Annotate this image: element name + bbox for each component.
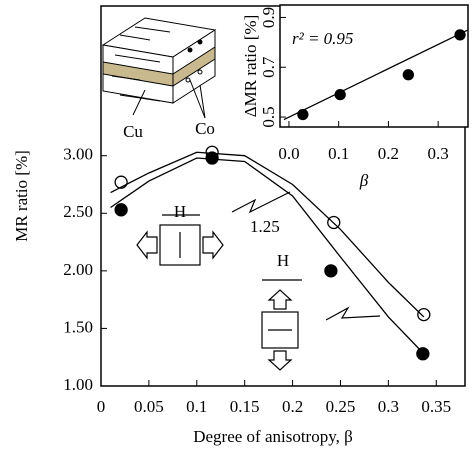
fit-line [110,157,425,355]
y-tick-label: 1.00 [63,375,93,394]
y-tick-label: 0.5 [259,106,278,127]
data-point [417,307,431,322]
y-tick-label: 0.7 [259,56,278,78]
data-point [416,347,430,361]
x-tick-label: 0.1 [186,397,207,416]
x-axis-label: β [359,171,369,190]
x-tick-label: 0.2 [378,144,399,163]
fit-line [110,151,425,318]
x-tick-label: 0.2 [282,397,303,416]
annotation: Cu [123,122,143,141]
y-tick-label: 2.00 [63,260,93,279]
y-tick-label: 0.9 [259,7,278,28]
x-tick-label: 0.3 [428,144,449,163]
y-tick-label: 1.50 [63,317,93,336]
plot-frame [279,4,469,128]
annotation: H [174,202,186,221]
annotation: r² = 0.95 [292,29,353,48]
x-tick-label: 0.25 [326,397,356,416]
annotation: 1.25 [250,217,280,236]
data-point [114,203,128,217]
x-tick-label: 0.15 [230,397,260,416]
annotation: H [277,251,289,270]
y-axis-label: ΔMR ratio [%] [241,15,260,118]
y-axis-label: MR ratio [%] [12,150,31,242]
x-tick-label: 0 [97,397,106,416]
y-tick-label: 3.00 [63,145,93,164]
x-tick-label: 0.3 [378,397,399,416]
data-point [324,264,338,278]
data-point [205,151,219,165]
x-axis-label: Degree of anisotropy, β [193,427,353,446]
x-tick-label: 0.05 [134,397,164,416]
annotation: Co [195,119,215,138]
data-point [114,175,128,189]
x-tick-label: 0.1 [328,144,349,163]
data-point [402,69,414,81]
fit-line [283,29,469,121]
y-tick-label: 2.50 [63,202,93,221]
data-point [297,108,309,121]
plot: 0.0 0.1 0.2 0.3 0.5 0.7 0.9 β ΔMR ratio [%] [241,4,469,190]
x-tick-label: 0.35 [421,397,451,416]
schematic [101,17,217,119]
x-tick-label: 0.0 [278,144,299,163]
field-diagram [136,191,381,371]
